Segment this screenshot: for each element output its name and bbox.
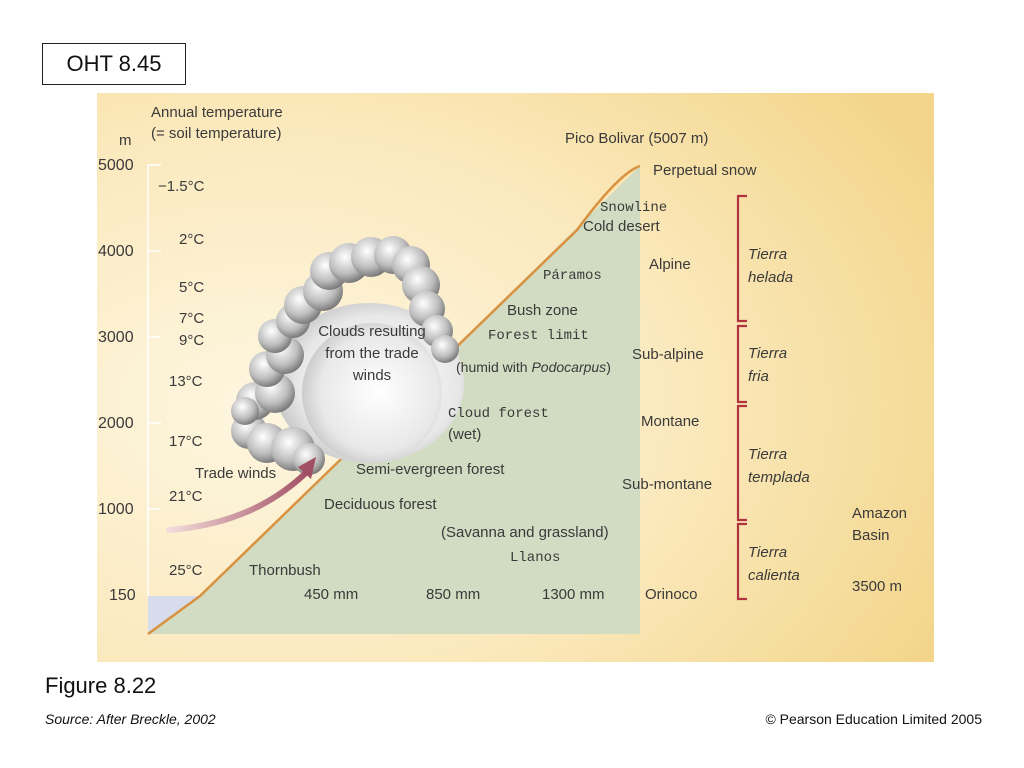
thornbush-label: Thornbush — [249, 562, 321, 579]
trade-wind-arrowhead — [298, 457, 316, 479]
temp-label: 17°C — [169, 433, 203, 450]
zone-montane: Montane — [641, 413, 699, 430]
tick-5000: 5000 — [98, 157, 134, 174]
cloud-mass — [231, 236, 464, 475]
rainfall-label: 450 mm — [304, 586, 358, 603]
tierra-helada-line1: Tierra — [748, 246, 787, 263]
trade-winds-label: Trade winds — [195, 465, 276, 482]
cloud-forest-label: Cloud forest — [448, 406, 549, 422]
tierra-calienta-line1: Tierra — [748, 544, 787, 561]
tierra-fria-line1: Tierra — [748, 345, 787, 362]
snowline-label: Snowline — [600, 200, 667, 216]
figure-source: Source: After Breckle, 2002 — [45, 711, 216, 727]
tierra-fria-line2: fria — [748, 368, 769, 385]
mountain-slope — [148, 166, 640, 634]
trade-wind-arrow — [166, 467, 312, 533]
rainfall-label: 1300 mm — [542, 586, 605, 603]
figure-title: Figure 8.22 — [45, 673, 157, 698]
tick-150: 150 — [109, 587, 136, 604]
slide-label: OHT 8.45 — [42, 43, 186, 85]
amazon-line1: Amazon — [852, 505, 907, 522]
rainfall-label: 850 mm — [426, 586, 480, 603]
tick-1000: 1000 — [98, 501, 134, 518]
temp-label: 9°C — [179, 332, 204, 349]
copyright: © Pearson Education Limited 2005 — [765, 711, 982, 727]
diagram-panel: m Annual temperature (= soil temperature… — [97, 93, 934, 662]
temp-label: 13°C — [169, 373, 203, 390]
amazon-line2: Basin — [852, 527, 890, 544]
tick-3000: 3000 — [98, 329, 134, 346]
savanna-label: (Savanna and grassland) — [441, 524, 609, 541]
perpetual-snow-label: Perpetual snow — [653, 162, 757, 179]
tick-2000: 2000 — [98, 415, 134, 432]
slope-outline — [147, 164, 641, 636]
altitude-zonation-diagram: m Annual temperature (= soil temperature… — [97, 93, 934, 662]
temp-title-line1: Annual temperature — [151, 104, 283, 121]
orinoco-label: Orinoco — [645, 586, 698, 603]
temp-label: 5°C — [179, 279, 204, 296]
tick-4000: 4000 — [98, 243, 134, 260]
llanos-label: Llanos — [510, 550, 560, 566]
temp-label: −1.5°C — [158, 178, 205, 195]
deciduous-label: Deciduous forest — [324, 496, 437, 513]
temp-label: 7°C — [179, 310, 204, 327]
bush-zone-label: Bush zone — [507, 302, 578, 319]
tierra-helada-line2: helada — [748, 269, 793, 286]
tierra-calienta-line2: calienta — [748, 567, 800, 584]
peak-label: Pico Bolivar (5007 m) — [565, 130, 708, 147]
humid-podocarpus-label: (humid with Podocarpus) — [456, 359, 611, 375]
temp-label: 25°C — [169, 562, 203, 579]
cloud-caption-line2: from the trade — [325, 345, 418, 362]
tierra-templada-line2: templada — [748, 469, 810, 486]
tierra-brackets — [736, 194, 747, 601]
zone-sub-montane: Sub-montane — [622, 476, 712, 493]
semi-evergreen-label: Semi-evergreen forest — [356, 461, 505, 478]
temp-label: 21°C — [169, 488, 203, 505]
cloud-caption-line3: winds — [352, 367, 391, 384]
cloud-caption-line1: Clouds resulting — [318, 323, 426, 340]
tierra-templada-line1: Tierra — [748, 446, 787, 463]
temp-title-line2: (= soil temperature) — [151, 125, 281, 142]
amazon-rainfall: 3500 m — [852, 578, 902, 595]
forest-limit-label: Forest limit — [488, 328, 589, 344]
axis-tick-marks — [148, 164, 161, 510]
paramos-label: Páramos — [543, 268, 602, 284]
zone-sub-alpine: Sub-alpine — [632, 346, 704, 363]
zone-alpine: Alpine — [649, 256, 691, 273]
temp-label: 2°C — [179, 231, 204, 248]
axis-unit: m — [119, 132, 132, 149]
cold-desert-label: Cold desert — [583, 218, 661, 235]
cloud-forest-wet-label: (wet) — [448, 426, 481, 443]
